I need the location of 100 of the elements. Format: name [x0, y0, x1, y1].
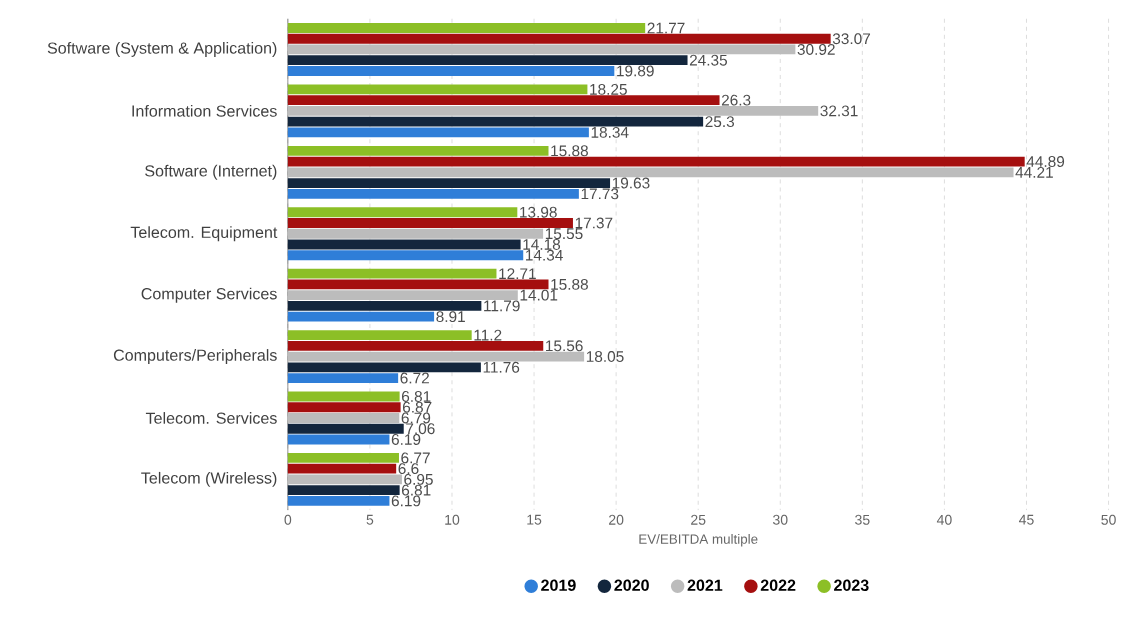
data-label: 18.25 [590, 83, 627, 95]
y-tick-label: Software (Internet) [145, 164, 277, 180]
legend-label: 2021 [687, 579, 723, 591]
x-tick-label: 10 [445, 514, 460, 525]
data-label: 19.89 [617, 65, 654, 77]
data-label: 25.3 [705, 116, 735, 127]
y-tick-label: Computers/Peripherals [113, 348, 277, 364]
data-label: 15.88 [551, 145, 588, 157]
x-tick-label: 35 [855, 514, 870, 525]
bar [287, 65, 615, 76]
data-label: 30.92 [797, 43, 835, 55]
bar [287, 22, 646, 33]
legend-label: 2019 [541, 579, 576, 591]
bar [287, 362, 481, 373]
y-tick-label: Telecom. Services [145, 411, 277, 424]
bar [287, 156, 1025, 167]
bar [287, 402, 401, 412]
y-tick-label: Computer Services [141, 287, 277, 303]
bar [287, 412, 400, 423]
data-label: 19.63 [612, 177, 650, 189]
data-label: 6.6 [398, 463, 419, 474]
x-tick-label: 25 [691, 514, 706, 525]
data-label: 24.35 [689, 54, 728, 66]
bar [287, 145, 549, 156]
data-label: 6.19 [391, 495, 421, 507]
data-label: 12.71 [499, 268, 536, 279]
data-label: 33.07 [832, 33, 871, 45]
data-label: 32.31 [820, 105, 858, 117]
data-label: 7.06 [406, 423, 435, 435]
data-label: 18.34 [591, 126, 629, 138]
legend-label: 2022 [760, 579, 796, 591]
data-label: 6.81 [402, 390, 431, 402]
legend-label: 2020 [614, 579, 649, 591]
bar [287, 177, 611, 188]
bar [287, 167, 1014, 178]
data-label: 6.19 [391, 433, 421, 445]
data-label: 6.79 [401, 412, 431, 424]
data-label: 8.91 [436, 311, 465, 322]
bar [287, 311, 435, 322]
data-label: 17.37 [575, 217, 613, 229]
data-label: 21.77 [647, 22, 685, 34]
data-label: 15.55 [545, 228, 583, 239]
x-tick-label: 50 [1101, 514, 1116, 525]
x-tick-label: 30 [772, 514, 788, 525]
x-tick-label: 0 [284, 514, 292, 525]
y-tick-label: Information Services [132, 104, 277, 117]
bar [287, 423, 404, 434]
bar [287, 434, 390, 445]
bar [287, 207, 518, 217]
data-label: 11.79 [484, 300, 520, 312]
x-tick-label: 45 [1018, 514, 1034, 525]
bar [287, 463, 397, 474]
bar [287, 33, 831, 44]
data-label: 44.21 [1015, 166, 1053, 178]
data-label: 44.89 [1026, 155, 1065, 167]
data-label: 17.73 [581, 188, 619, 200]
data-label: 15.88 [551, 278, 588, 290]
data-label: 26.3 [721, 94, 751, 106]
data-label: 6.95 [404, 473, 433, 485]
bar [287, 330, 472, 340]
x-tick-label: 40 [936, 514, 952, 525]
bar [287, 188, 579, 199]
x-tick-label: 5 [366, 514, 374, 525]
bar [287, 95, 720, 105]
x-tick-label: 20 [609, 514, 624, 525]
bar [287, 239, 521, 250]
data-label: 14.01 [520, 289, 558, 301]
x-tick-label: 15 [527, 514, 542, 525]
data-label: 6.87 [403, 401, 432, 413]
bar [287, 485, 400, 495]
bar [287, 391, 400, 402]
bar [287, 300, 482, 311]
bar [287, 217, 573, 228]
data-label: 14.18 [523, 238, 561, 250]
bar [287, 452, 399, 463]
bar [287, 55, 688, 65]
bar [287, 474, 402, 485]
bar [287, 268, 497, 279]
bar [287, 84, 588, 95]
y-tick-label: Telecom (Wireless) [141, 471, 277, 487]
data-label: 6.72 [400, 372, 429, 384]
data-label: 6.81 [402, 484, 431, 496]
y-tick-label: Software (System & Application) [47, 41, 277, 57]
bar [287, 279, 549, 290]
bar [287, 340, 544, 351]
y-tick-label: Telecom. Equipment [130, 226, 278, 242]
legend-label: 2023 [834, 579, 869, 591]
bar [287, 127, 589, 138]
data-label: 14.34 [526, 249, 563, 261]
bar [287, 250, 524, 260]
x-axis-title: EV/EBITDA multiple [639, 533, 758, 547]
data-label: 15.56 [546, 340, 583, 352]
data-label: 11.2 [474, 329, 502, 341]
bar [287, 116, 704, 127]
data-label: 18.05 [586, 350, 624, 362]
bar [287, 373, 399, 383]
data-label: 6.77 [401, 452, 430, 464]
bar [287, 495, 390, 506]
data-label: 11.76 [483, 361, 520, 373]
data-label: 13.98 [520, 206, 557, 218]
